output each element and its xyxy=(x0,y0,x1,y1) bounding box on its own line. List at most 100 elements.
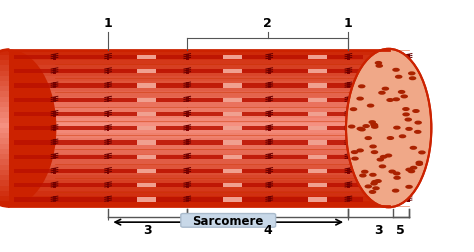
Bar xyxy=(9,191,379,196)
Bar xyxy=(223,55,242,60)
Bar xyxy=(137,198,156,202)
Circle shape xyxy=(358,85,365,89)
Bar xyxy=(0,144,9,149)
Bar xyxy=(407,140,410,146)
Circle shape xyxy=(401,95,408,99)
Bar xyxy=(0,113,9,118)
Bar xyxy=(137,98,156,102)
Circle shape xyxy=(370,182,378,186)
Bar xyxy=(0,165,9,170)
Bar xyxy=(0,76,9,82)
Bar xyxy=(53,55,56,60)
Circle shape xyxy=(350,108,357,112)
Bar xyxy=(107,154,109,160)
Circle shape xyxy=(348,125,356,129)
Circle shape xyxy=(410,146,417,150)
Ellipse shape xyxy=(346,50,431,207)
Bar xyxy=(268,55,271,60)
Bar xyxy=(137,70,156,74)
Bar xyxy=(53,197,56,202)
Bar xyxy=(9,87,379,92)
Bar xyxy=(223,155,242,159)
Circle shape xyxy=(405,185,413,189)
Bar xyxy=(9,181,379,186)
Circle shape xyxy=(371,125,379,129)
Circle shape xyxy=(356,97,364,101)
Bar xyxy=(407,168,410,174)
Bar xyxy=(407,125,410,132)
Bar xyxy=(107,111,109,117)
Circle shape xyxy=(379,165,386,169)
Bar xyxy=(14,84,363,88)
Circle shape xyxy=(368,121,376,125)
Circle shape xyxy=(392,98,400,102)
Bar xyxy=(14,169,363,173)
Bar xyxy=(308,112,327,117)
Circle shape xyxy=(412,110,420,114)
Bar xyxy=(186,125,189,132)
Text: 3: 3 xyxy=(374,223,383,236)
Bar xyxy=(9,118,379,123)
Bar xyxy=(0,71,9,76)
Bar xyxy=(9,61,379,66)
Bar xyxy=(53,125,56,132)
Bar xyxy=(9,76,379,82)
Bar xyxy=(268,197,271,202)
Bar xyxy=(347,140,350,146)
Bar xyxy=(268,125,271,132)
Bar xyxy=(186,69,189,75)
Bar xyxy=(137,84,156,88)
Bar xyxy=(186,154,189,160)
Bar xyxy=(14,112,363,117)
Bar xyxy=(137,112,156,117)
Circle shape xyxy=(393,126,401,130)
Bar xyxy=(137,169,156,173)
Bar xyxy=(347,197,350,202)
Bar xyxy=(186,182,189,188)
Circle shape xyxy=(361,170,369,174)
Circle shape xyxy=(369,190,376,194)
Bar xyxy=(0,160,9,165)
Bar xyxy=(268,140,271,146)
Bar xyxy=(9,170,379,175)
Circle shape xyxy=(386,99,394,103)
Circle shape xyxy=(367,104,374,108)
Bar xyxy=(0,196,9,201)
Bar xyxy=(186,197,189,202)
Bar xyxy=(9,123,379,129)
Text: 1: 1 xyxy=(104,17,112,30)
Bar xyxy=(9,160,379,165)
Bar xyxy=(186,168,189,174)
Bar xyxy=(107,125,109,132)
Bar xyxy=(14,127,363,131)
Text: 2: 2 xyxy=(264,17,272,30)
Bar xyxy=(0,61,9,66)
Circle shape xyxy=(408,170,415,174)
Bar xyxy=(0,191,9,196)
Circle shape xyxy=(358,128,366,132)
Bar xyxy=(53,69,56,75)
Circle shape xyxy=(414,121,422,125)
Bar xyxy=(9,108,379,113)
Bar xyxy=(308,55,327,60)
Bar xyxy=(9,50,379,207)
Bar xyxy=(407,69,410,75)
Text: 4: 4 xyxy=(264,223,272,236)
Bar xyxy=(308,169,327,173)
Bar xyxy=(107,168,109,174)
Bar xyxy=(308,198,327,202)
Bar xyxy=(137,183,156,187)
Bar xyxy=(107,140,109,146)
Circle shape xyxy=(376,158,384,162)
Bar xyxy=(0,82,9,87)
Bar xyxy=(107,182,109,188)
Text: Sarcomere: Sarcomere xyxy=(192,214,264,227)
Bar xyxy=(9,165,379,170)
Bar xyxy=(268,83,271,89)
Bar xyxy=(0,129,9,134)
Bar xyxy=(0,66,9,71)
Circle shape xyxy=(372,186,380,191)
Circle shape xyxy=(356,149,364,153)
Bar xyxy=(0,154,9,160)
Bar xyxy=(0,97,9,103)
